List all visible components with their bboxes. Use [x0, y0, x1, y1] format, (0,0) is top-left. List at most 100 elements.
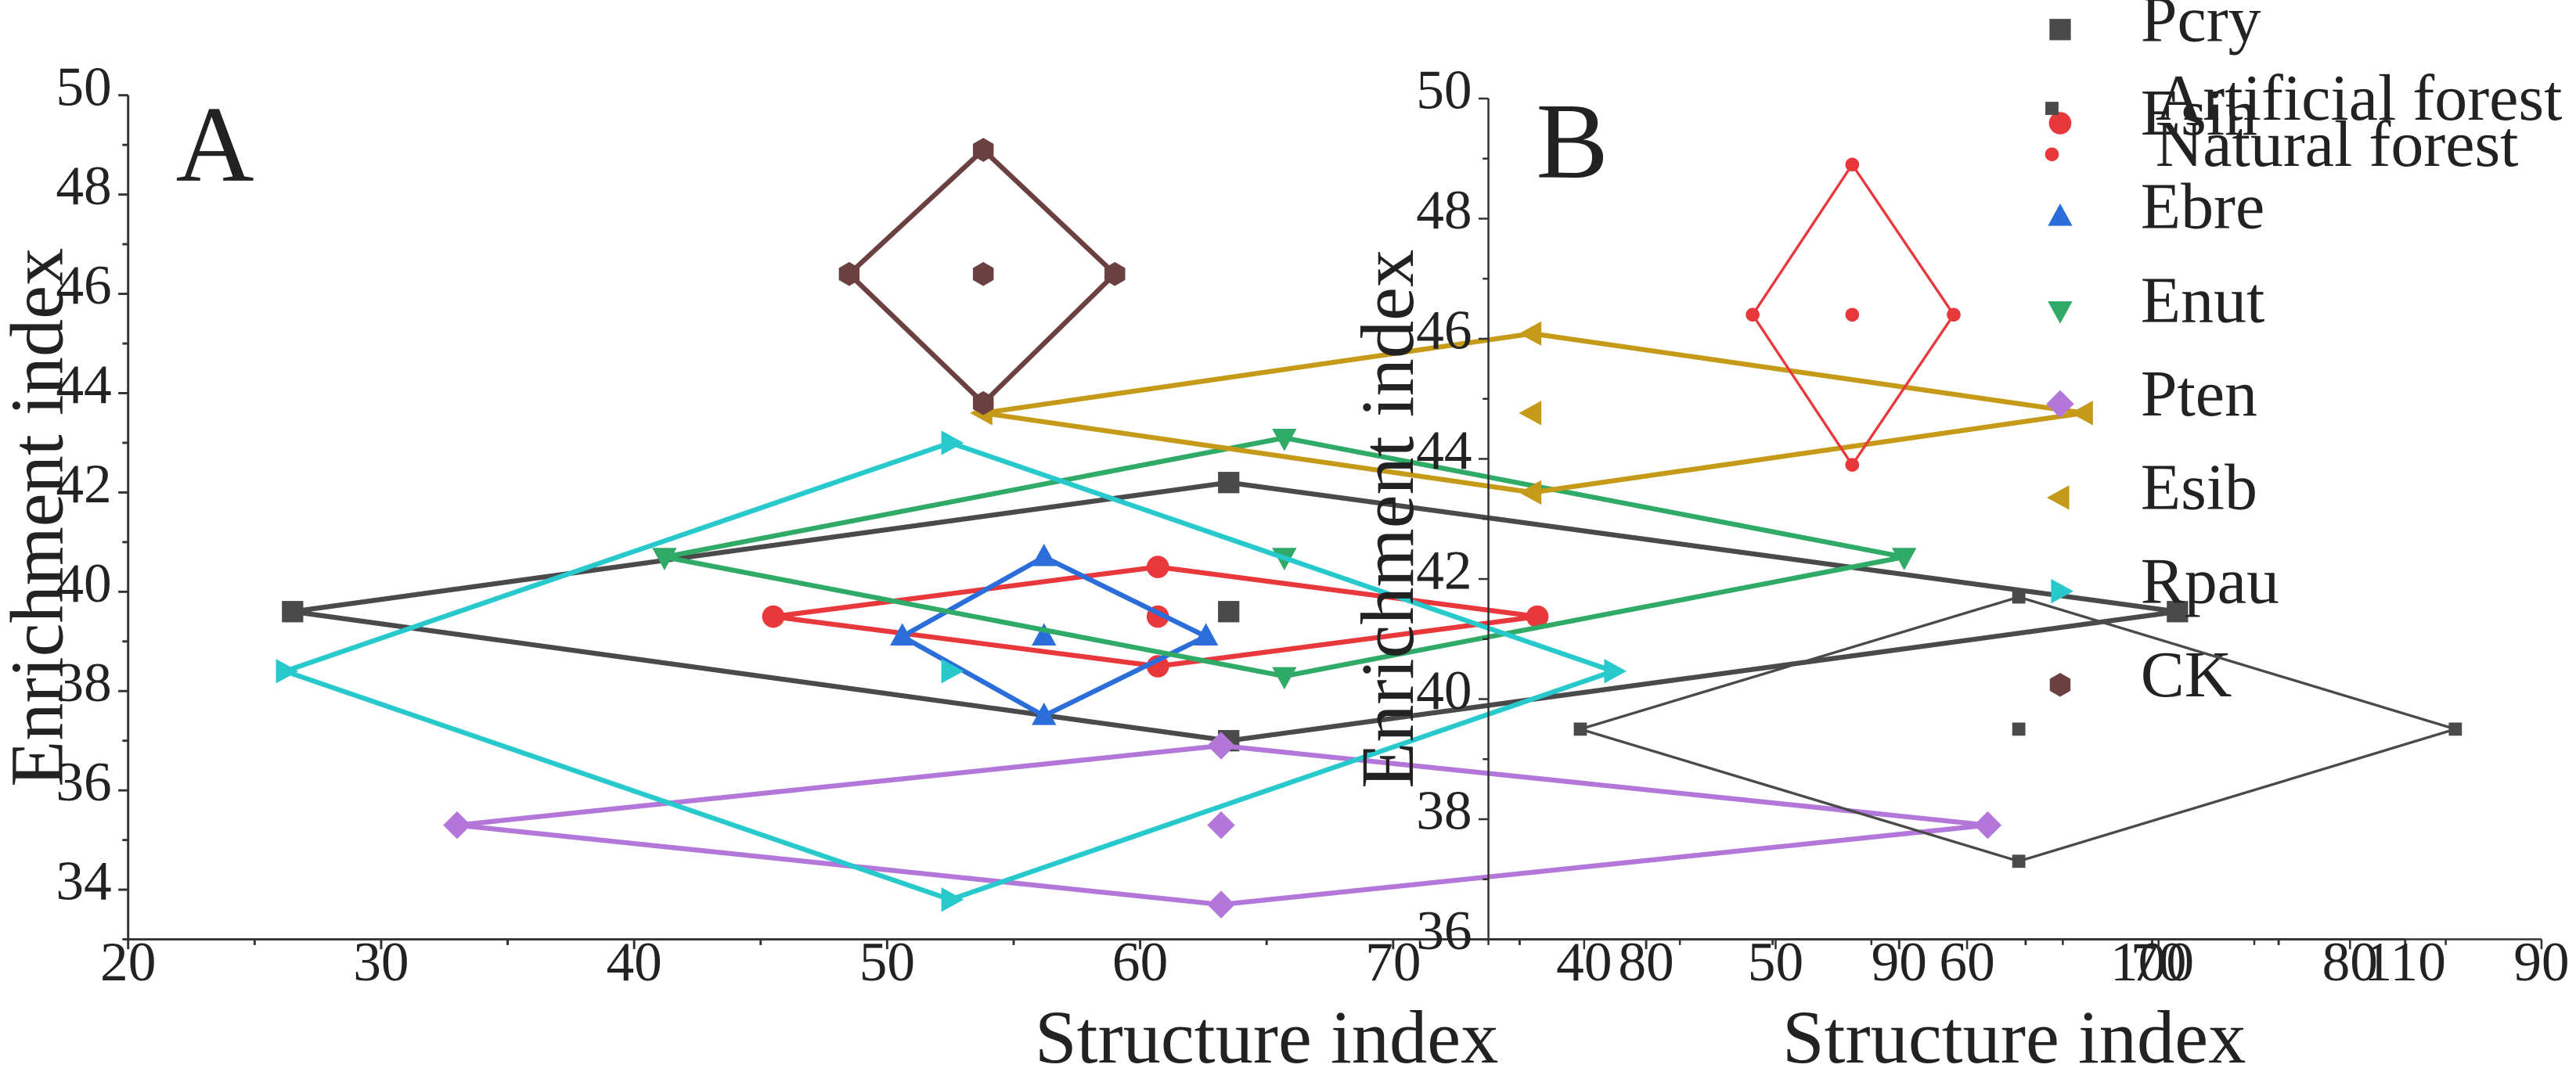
x-tick-label: 50 [1748, 931, 1803, 993]
vertex-point [1892, 548, 1917, 570]
legend-item: Esib [2046, 451, 2257, 524]
legend-marker [2045, 147, 2059, 162]
legend-item: Esin [2048, 77, 2257, 149]
y-tick-label: 34 [56, 850, 111, 912]
x-tick-label: 50 [859, 931, 915, 993]
legend-marker [2051, 578, 2074, 604]
y-tick-label: 46 [1416, 300, 1472, 361]
series-pten [443, 732, 2002, 919]
legend-item: Enut [2048, 264, 2264, 336]
y-tick-label: 38 [56, 652, 111, 714]
vertex-point [1272, 429, 1297, 451]
vertex-point [762, 605, 785, 628]
legend: Pcry Esin Ebre Enut Pten Esib Rpau CK [2046, 0, 2279, 711]
series-natural-forest [1746, 157, 1961, 472]
x-axis-title: Structure index [1035, 995, 1498, 1079]
y-tick-label: 36 [1416, 900, 1472, 962]
series-ebre [890, 543, 1219, 725]
vertex-point [838, 261, 860, 286]
series-group [1573, 157, 2463, 868]
vertex-point [276, 659, 299, 684]
vertex-point [1604, 659, 1627, 684]
series-esin [762, 556, 1549, 678]
legend-label: CK [2141, 638, 2232, 711]
legend-item: CK [2049, 638, 2232, 711]
x-tick-label: 80 [1618, 931, 1673, 993]
legend-label: Enut [2141, 264, 2265, 336]
legend-marker [2045, 102, 2059, 115]
center-point [941, 659, 964, 684]
vertex-point [941, 887, 964, 912]
x-tick-label: 90 [1872, 931, 1927, 993]
center-point [2012, 722, 2026, 736]
vertex-point [1526, 605, 1549, 628]
vertex-point [1973, 811, 2002, 840]
vertex-point [1032, 702, 1057, 725]
center-point [1519, 401, 1542, 426]
y-tick-label: 50 [56, 56, 111, 117]
x-tick-label: 90 [2513, 931, 2569, 993]
x-axis-title: Structure index [1782, 995, 2246, 1079]
center-point [1218, 601, 1240, 623]
y-tick-label: 46 [56, 254, 111, 316]
legend-marker [2046, 485, 2070, 510]
y-axis-title: Enrichment index [0, 248, 79, 787]
series-group [276, 138, 2189, 919]
vertex-point [1193, 623, 1219, 646]
legend-marker [2049, 672, 2071, 697]
vertex-point [2448, 722, 2463, 736]
axes: 20 30 40 50 60 70 80 90 100 110 34 36 38 40 42 44 46 48 50 [56, 56, 2446, 993]
legend-marker [2048, 203, 2073, 226]
y-tick-label: 42 [56, 453, 111, 515]
vertex-point [890, 623, 915, 646]
legend-label: Pten [2141, 358, 2257, 430]
vertex-point [282, 601, 304, 623]
panel-a: 20 30 40 50 60 70 80 90 100 110 34 36 38 40 42 44 46 48 50… [0, 0, 2446, 1079]
vertex-point [1845, 157, 1860, 172]
series-esib [970, 321, 2093, 505]
series-ck [838, 138, 1126, 415]
center-point [972, 261, 994, 286]
legend-label: Esin [2141, 77, 2257, 149]
legend-item: Artificial forest [2045, 62, 2562, 135]
y-tick-label: 40 [56, 552, 111, 614]
vertex-point [1218, 472, 1240, 494]
vertex-point [941, 430, 964, 455]
x-tick-label: 70 [2131, 931, 2186, 993]
vertex-point [1146, 556, 1169, 578]
x-tick-label: 30 [353, 931, 409, 993]
legend-item: Ebre [2048, 171, 2264, 243]
x-tick-label: 40 [1556, 931, 1612, 993]
legend-label: Artificial forest [2156, 62, 2563, 135]
x-tick-label: 70 [1365, 931, 1421, 993]
vertex-point [1207, 732, 1235, 760]
legend-label: Rpau [2141, 545, 2279, 617]
vertex-point [1845, 458, 1860, 472]
vertex-point [972, 390, 994, 415]
vertex-point [972, 138, 994, 162]
y-tick-label: 42 [1416, 540, 1472, 602]
vertex-point [1947, 307, 1961, 322]
vertex-point [652, 548, 677, 570]
center-point [1845, 307, 1860, 322]
y-tick-label: 50 [1416, 59, 1472, 121]
center-point [1032, 623, 1057, 646]
vertex-point [443, 811, 471, 840]
vertex-point [1519, 321, 1542, 347]
vertex-point [1746, 307, 1760, 322]
x-tick-label: 60 [1939, 931, 1994, 993]
legend-marker [2048, 112, 2072, 135]
legend-label: Pcry [2141, 0, 2261, 56]
y-tick-label: 48 [1416, 179, 1472, 241]
x-tick-label: 60 [1112, 931, 1168, 993]
vertex-point [2167, 601, 2189, 623]
vertex-point [1272, 667, 1297, 690]
vertex-point [2070, 401, 2093, 426]
legend-label: Natural forest [2156, 108, 2519, 181]
y-tick-label: 38 [1416, 780, 1472, 842]
legend-item: Pten [2046, 358, 2257, 430]
legend-label: Esib [2141, 451, 2257, 524]
legend-item: Pcry [2049, 0, 2261, 56]
y-axis-title: Enrichment index [1346, 250, 1429, 789]
